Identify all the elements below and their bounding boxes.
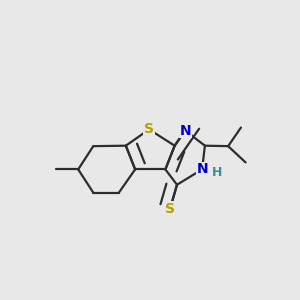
Text: S: S — [165, 202, 175, 216]
Text: N: N — [179, 124, 191, 138]
Text: H: H — [212, 166, 222, 179]
Text: S: S — [144, 122, 154, 136]
Text: N: N — [196, 162, 208, 176]
